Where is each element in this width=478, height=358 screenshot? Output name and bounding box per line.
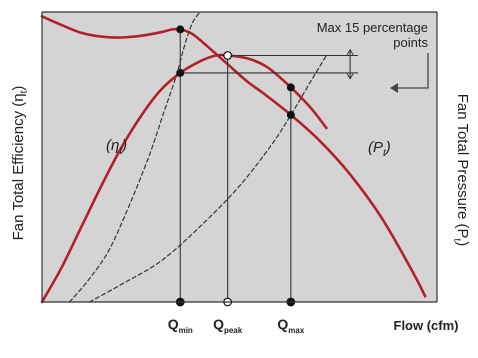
annotation-line-1: Max 15 percentage [317, 20, 428, 35]
series-system-curve-1-line [69, 11, 201, 303]
curve-marker-4 [286, 83, 295, 92]
curve-marker-3 [223, 51, 233, 60]
x-tick-labels: Qmin Qpeak Qmax [168, 316, 305, 335]
x-axis-label: Flow (cfm) [394, 318, 459, 333]
series-efficiency-line [40, 53, 328, 304]
curve-marker-5 [286, 110, 295, 119]
curve-marker-1 [176, 25, 185, 34]
bracket-arrow-bottom [346, 73, 354, 80]
annotation-arrowhead [390, 83, 398, 93]
markers-layer [175, 25, 296, 307]
pressure-curve-label: (Pt) [368, 139, 391, 159]
series-system-curve-2-line [88, 54, 327, 303]
bracket-arrow-top [346, 48, 354, 55]
x-tick-peak: Qpeak [213, 316, 243, 335]
x-tick-max: Qmax [277, 316, 304, 335]
y-axis-right-label: Fan Total Pressure (Pt) [451, 94, 471, 247]
curve-marker-2 [176, 68, 185, 77]
annotation-leader-arrow [398, 53, 429, 89]
curves-layer [40, 11, 427, 304]
efficiency-curve-label: (ηt) [106, 137, 127, 157]
series-pressure-line [40, 15, 427, 298]
x-tick-min: Qmin [168, 316, 193, 335]
annotation-line-2: points [393, 35, 428, 50]
plot-area [42, 12, 437, 302]
y-axis-left-label: Fan Total Efficiency (ηt) [10, 86, 30, 241]
